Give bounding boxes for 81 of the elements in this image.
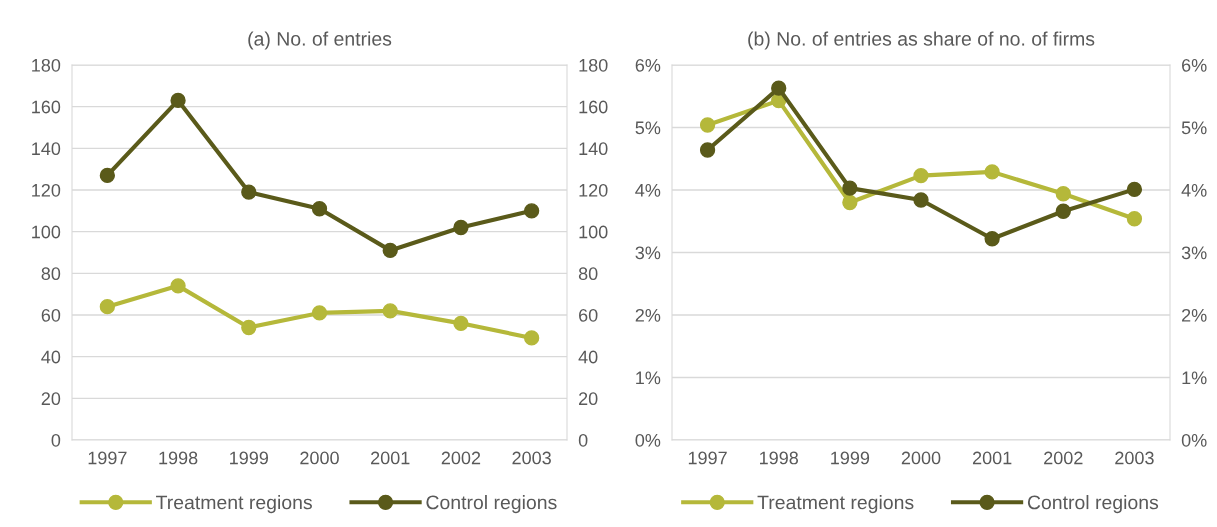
point [241, 319, 257, 336]
y-tick-label: 80 [41, 267, 61, 281]
y-tick-label: 160 [32, 100, 61, 114]
y2-tick-label: 20 [579, 392, 598, 406]
y2-tick-label: 0% [1181, 433, 1207, 447]
legend-label: Treatment regions [156, 495, 312, 514]
y-tick-label: 100 [32, 225, 61, 239]
point [699, 142, 716, 158]
point [99, 167, 115, 184]
chart-title: (b) No. of entries as share of no. of firms [748, 31, 1095, 50]
y2-tick-label: 4% [1181, 184, 1207, 197]
legend-label: Treatment regions [757, 495, 914, 514]
point [699, 117, 716, 133]
y2-tick-label: 5% [1181, 121, 1207, 135]
y-tick-label: 0% [635, 433, 661, 447]
y2-tick-label: 180 [579, 58, 608, 72]
y-tick-label: 120 [32, 183, 61, 197]
x-tick-label: 2003 [512, 451, 551, 465]
point [524, 203, 540, 219]
point [984, 231, 1000, 247]
y2-tick-label: 80 [578, 267, 598, 281]
point [170, 92, 186, 109]
x-tick-label: 1997 [688, 451, 727, 465]
y-tick-label: 6% [635, 58, 661, 72]
y-tick-label: 1% [636, 371, 661, 385]
point [241, 184, 257, 200]
x-tick-label: 2000 [300, 451, 339, 465]
point [382, 303, 398, 319]
y2-tick-label: 160 [579, 100, 608, 114]
point [913, 192, 929, 208]
point [913, 167, 929, 184]
chart-title: (a) No. of entries [248, 31, 392, 50]
point [382, 242, 398, 259]
point [984, 164, 1000, 180]
y2-tick-label: 0 [578, 433, 588, 447]
y2-tick-label: 1% [1182, 371, 1207, 385]
y-tick-label: 180 [32, 58, 61, 72]
point [453, 219, 469, 236]
point [1126, 211, 1143, 227]
point [842, 180, 858, 196]
point [771, 80, 787, 96]
point [453, 315, 469, 331]
y2-tick-label: 60 [579, 308, 598, 322]
y-tick-label: 5% [635, 121, 661, 135]
x-tick-label: 1998 [760, 451, 799, 465]
point [842, 194, 858, 211]
x-tick-label: 2003 [1115, 451, 1154, 465]
y2-tick-label: 3% [1181, 246, 1207, 260]
y2-tick-label: 140 [579, 142, 608, 156]
y-tick-label: 40 [41, 350, 61, 364]
y-tick-label: 0 [51, 433, 61, 447]
point [99, 299, 115, 315]
y2-tick-label: 100 [579, 225, 608, 239]
y-tick-label: 3% [635, 246, 661, 260]
point [524, 330, 540, 346]
y-tick-label: 20 [41, 392, 61, 406]
legend-label: Control regions [426, 495, 557, 514]
y2-tick-label: 120 [579, 183, 608, 197]
x-tick-label: 2002 [441, 451, 481, 465]
y2-tick-label: 2% [1182, 308, 1207, 322]
x-tick-label: 2000 [901, 451, 941, 465]
y-tick-label: 4% [635, 184, 661, 197]
point [1055, 203, 1071, 219]
x-tick-label: 2001 [371, 451, 410, 465]
y2-tick-label: 6% [1182, 58, 1207, 72]
point [170, 278, 186, 294]
point [1055, 186, 1071, 202]
x-tick-label: 1997 [88, 451, 127, 465]
x-tick-label: 1998 [159, 451, 198, 465]
point [311, 201, 328, 217]
point [1126, 181, 1143, 198]
y-tick-label: 2% [635, 308, 661, 322]
y-tick-label: 60 [41, 308, 61, 322]
x-tick-label: 1999 [230, 451, 269, 465]
legend-label: Control regions [1027, 495, 1159, 514]
x-tick-label: 2001 [972, 451, 1012, 465]
x-tick-label: 1999 [831, 451, 870, 465]
y2-tick-label: 40 [578, 350, 598, 364]
point [311, 305, 328, 321]
y-tick-label: 140 [32, 142, 61, 156]
x-tick-label: 2002 [1044, 451, 1083, 465]
